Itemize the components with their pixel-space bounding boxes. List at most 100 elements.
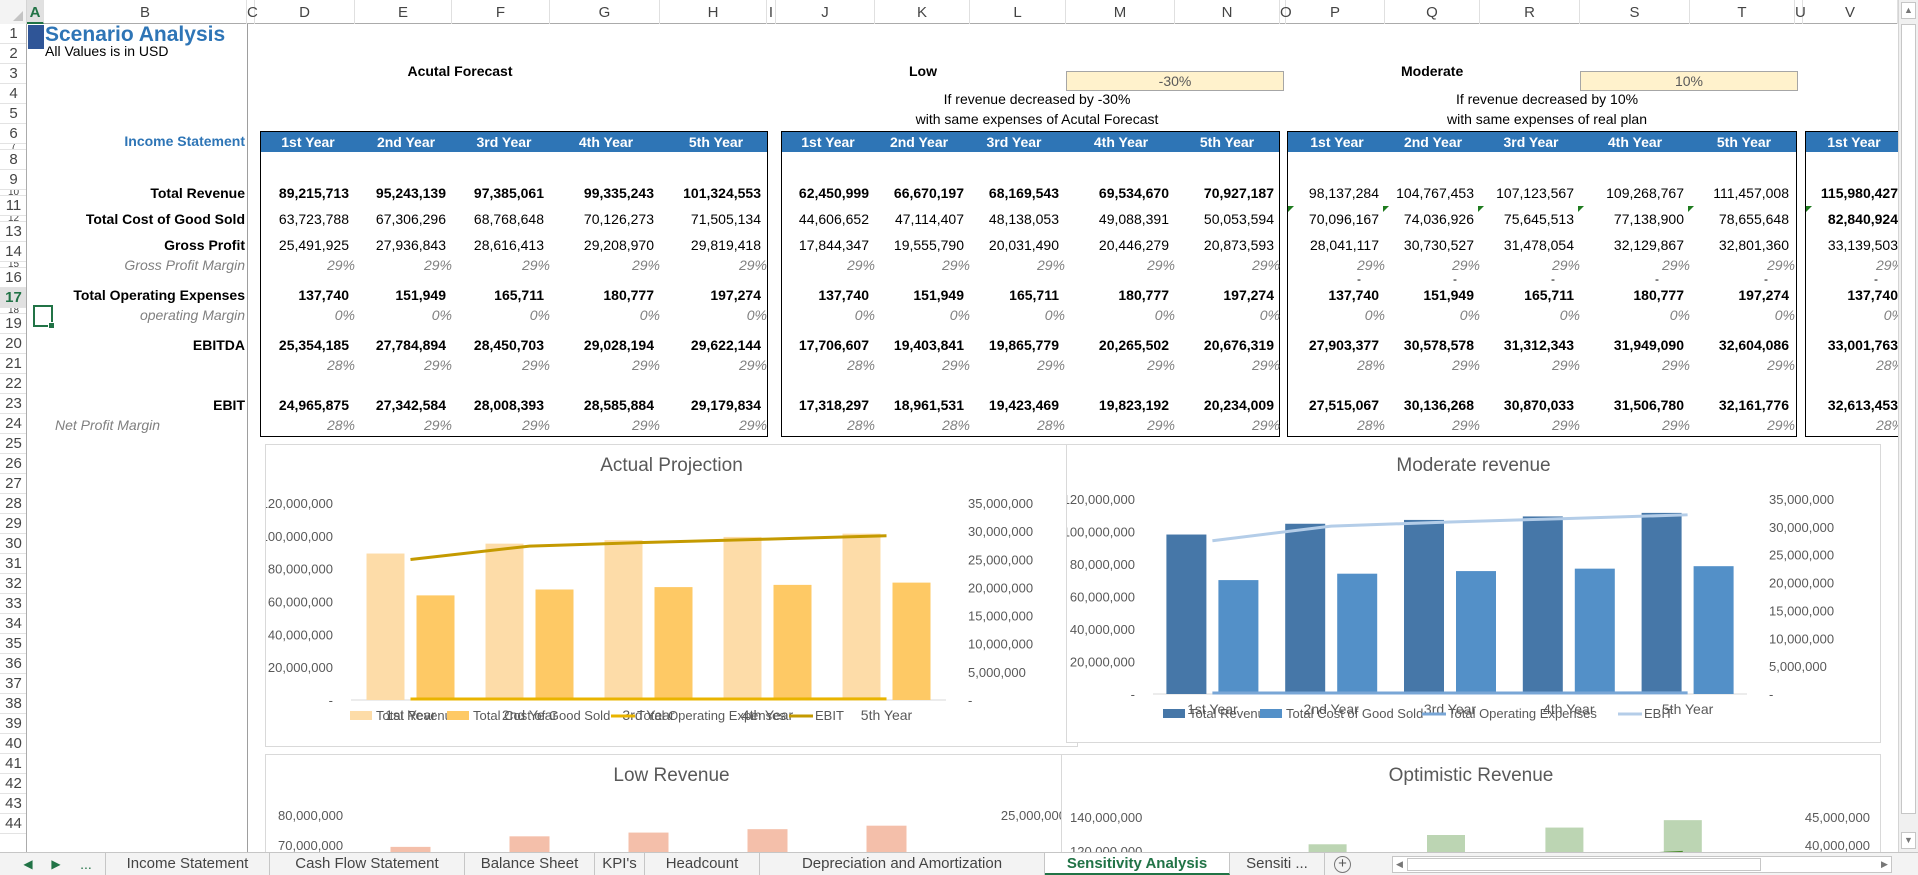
column-header-o[interactable]: O (1280, 0, 1292, 24)
row-header-2[interactable]: 2 (0, 44, 26, 64)
cell-ebitda-margin[interactable]: 28% (1356, 357, 1385, 373)
cell-gross-profit[interactable]: 20,031,490 (988, 237, 1059, 253)
cell-operating-margin[interactable]: 0% (639, 307, 660, 323)
cell-total-opex[interactable]: 165,711 (1009, 287, 1059, 303)
cell-total-cogs[interactable]: 77,138,900 (1613, 211, 1684, 227)
bar-total-cost-of-good-sold[interactable] (535, 589, 574, 700)
cell-total-opex[interactable]: 137,740 (1847, 287, 1898, 303)
cell-ebitda[interactable]: 31,949,090 (1613, 337, 1684, 353)
error-indicator-icon[interactable] (1688, 206, 1694, 212)
cell-operating-margin[interactable]: 0% (1364, 307, 1385, 323)
cell-gross-profit-margin[interactable]: 29% (521, 257, 550, 273)
cell-gross-profit-margin[interactable]: 29% (1356, 257, 1385, 273)
row-header-1[interactable]: 1 (0, 24, 26, 44)
row-header-42[interactable]: 42 (0, 774, 26, 794)
bar-total-revenue[interactable] (628, 832, 669, 854)
cell-total-opex[interactable]: 197,274 (1738, 287, 1789, 303)
bar-total-revenue[interactable] (390, 846, 431, 854)
cell-operating-margin[interactable]: 0% (1259, 307, 1280, 323)
cell-operating-margin[interactable]: 0% (1774, 307, 1795, 323)
cell-ebitda-margin[interactable]: 29% (738, 357, 767, 373)
cell-operating-margin[interactable]: 0% (854, 307, 875, 323)
column-header-h[interactable]: H (660, 0, 767, 24)
bar-total-revenue[interactable] (604, 540, 643, 700)
sheet-tab-income-statement[interactable]: Income Statement (105, 853, 270, 875)
cell-ebit[interactable]: 28,008,393 (473, 397, 544, 413)
low-percentage-input[interactable]: -30% (1066, 71, 1284, 91)
row-header-21[interactable]: 21 (0, 354, 26, 374)
bar-total-revenue[interactable] (509, 836, 550, 854)
cell-total-opex[interactable]: 180,777 (1633, 287, 1684, 303)
column-header-r[interactable]: R (1480, 0, 1580, 24)
sheet-tab-kpi-s[interactable]: KPI's (595, 853, 645, 875)
column-header-e[interactable]: E (355, 0, 452, 24)
chart-low-revenue[interactable]: 80,000,000 70,000,000 25,000,000 Low Reven… (265, 754, 1078, 854)
cell-ebitda-margin[interactable]: 29% (1251, 357, 1280, 373)
cell-total-cogs[interactable]: 49,088,391 (1098, 211, 1169, 227)
column-header-c[interactable]: C (247, 0, 258, 24)
cell-total-revenue[interactable]: 107,123,567 (1496, 185, 1574, 201)
scroll-down-arrow-icon[interactable]: ▼ (1901, 832, 1916, 849)
cell-ebit[interactable]: 27,342,584 (375, 397, 446, 413)
cell-net-profit-margin[interactable]: 28% (326, 417, 355, 433)
column-header-s[interactable]: S (1580, 0, 1690, 24)
cell-ebit[interactable]: 19,823,192 (1098, 397, 1169, 413)
cell-ebitda[interactable]: 25,354,185 (278, 337, 349, 353)
cell-ebit[interactable]: 32,613,453 (1827, 397, 1898, 413)
cell-ebitda-margin[interactable]: 28% (1875, 357, 1898, 373)
cell-ebitda-margin[interactable]: 29% (1036, 357, 1065, 373)
cell-operating-margin[interactable]: 0% (334, 307, 355, 323)
sheet-tab-sensiti[interactable]: Sensiti ... (1230, 853, 1325, 875)
cell-operating-margin[interactable]: 0% (1154, 307, 1175, 323)
cell-net-profit-margin[interactable]: 29% (1661, 417, 1690, 433)
cell-total-opex[interactable]: 165,711 (494, 287, 544, 303)
cell-total-cogs[interactable]: 74,036,926 (1403, 211, 1474, 227)
bar-total-cost-of-good-sold[interactable] (892, 582, 931, 700)
cell-ebitda[interactable]: 33,001,763 (1827, 337, 1898, 353)
cell-total-opex[interactable]: 151,949 (1423, 287, 1474, 303)
cell-ebitda-margin[interactable]: 29% (941, 357, 970, 373)
horizontal-scrollbar[interactable]: ◀ ▶ (1392, 856, 1892, 873)
cell-gross-profit[interactable]: 28,041,117 (1309, 237, 1379, 253)
column-header-u[interactable]: U (1795, 0, 1806, 24)
selected-cell-a17[interactable] (33, 305, 55, 329)
cell-gross-profit[interactable]: 19,555,790 (893, 237, 964, 253)
cell-total-opex[interactable]: 165,711 (1524, 287, 1574, 303)
row-header-15[interactable]: 15 (0, 262, 26, 268)
cell-total-cogs[interactable]: 68,768,648 (473, 211, 544, 227)
cell-net-profit-margin[interactable]: 29% (423, 417, 452, 433)
cell-ebitda[interactable]: 20,265,502 (1098, 337, 1169, 353)
column-header-l[interactable]: L (970, 0, 1066, 24)
scroll-left-arrow-icon[interactable]: ◀ (1396, 859, 1403, 869)
cell-ebitda-margin[interactable]: 29% (1451, 357, 1480, 373)
row-header-25[interactable]: 25 (0, 434, 26, 454)
cell-total-cogs[interactable]: 50,053,594 (1203, 211, 1274, 227)
row-header-36[interactable]: 36 (0, 654, 26, 674)
cell-gross-profit-margin[interactable]: 29% (1766, 257, 1795, 273)
cell-operating-margin[interactable]: 0% (949, 307, 970, 323)
scroll-right-arrow-icon[interactable]: ▶ (1881, 859, 1888, 869)
cell-ebitda[interactable]: 30,578,578 (1403, 337, 1474, 353)
cell-gross-profit[interactable]: 33,139,503 (1827, 237, 1898, 253)
sheet-tab-sensitivity-analysis[interactable]: Sensitivity Analysis (1045, 853, 1230, 875)
more-tabs-button[interactable]: ... (80, 856, 92, 872)
bar-total-cost-of-good-sold[interactable] (1574, 568, 1615, 694)
chart-actual-projection[interactable]: - 20,000,000 40,000,000 60,000,000 80,000,00… (265, 444, 1078, 747)
row-header-44[interactable]: 44 (0, 814, 26, 834)
cell-operating-margin[interactable]: 0% (431, 307, 452, 323)
cell-gross-profit[interactable]: 17,844,347 (798, 237, 869, 253)
cell-gross-profit-margin[interactable]: 29% (1875, 257, 1898, 273)
cell-net-profit-margin[interactable]: 28% (941, 417, 970, 433)
cell-gross-profit[interactable]: 20,446,279 (1098, 237, 1169, 253)
legend-item[interactable]: Total Cost of Good Sold (1260, 706, 1423, 721)
cell-net-profit-margin[interactable]: 28% (1875, 417, 1898, 433)
error-indicator-icon[interactable] (1383, 206, 1389, 212)
bar-total-cost-of-good-sold[interactable] (1456, 571, 1496, 694)
cell-total-revenue[interactable]: 68,169,543 (988, 185, 1059, 201)
row-header-5[interactable]: 5 (0, 104, 26, 124)
cell-total-opex[interactable]: 180,777 (603, 287, 654, 303)
cell-total-revenue[interactable]: 95,243,139 (375, 185, 446, 201)
cell-ebitda[interactable]: 19,865,779 (988, 337, 1059, 353)
bar-total-revenue[interactable] (747, 829, 788, 854)
cell-total-cogs[interactable]: 71,505,134 (690, 211, 761, 227)
